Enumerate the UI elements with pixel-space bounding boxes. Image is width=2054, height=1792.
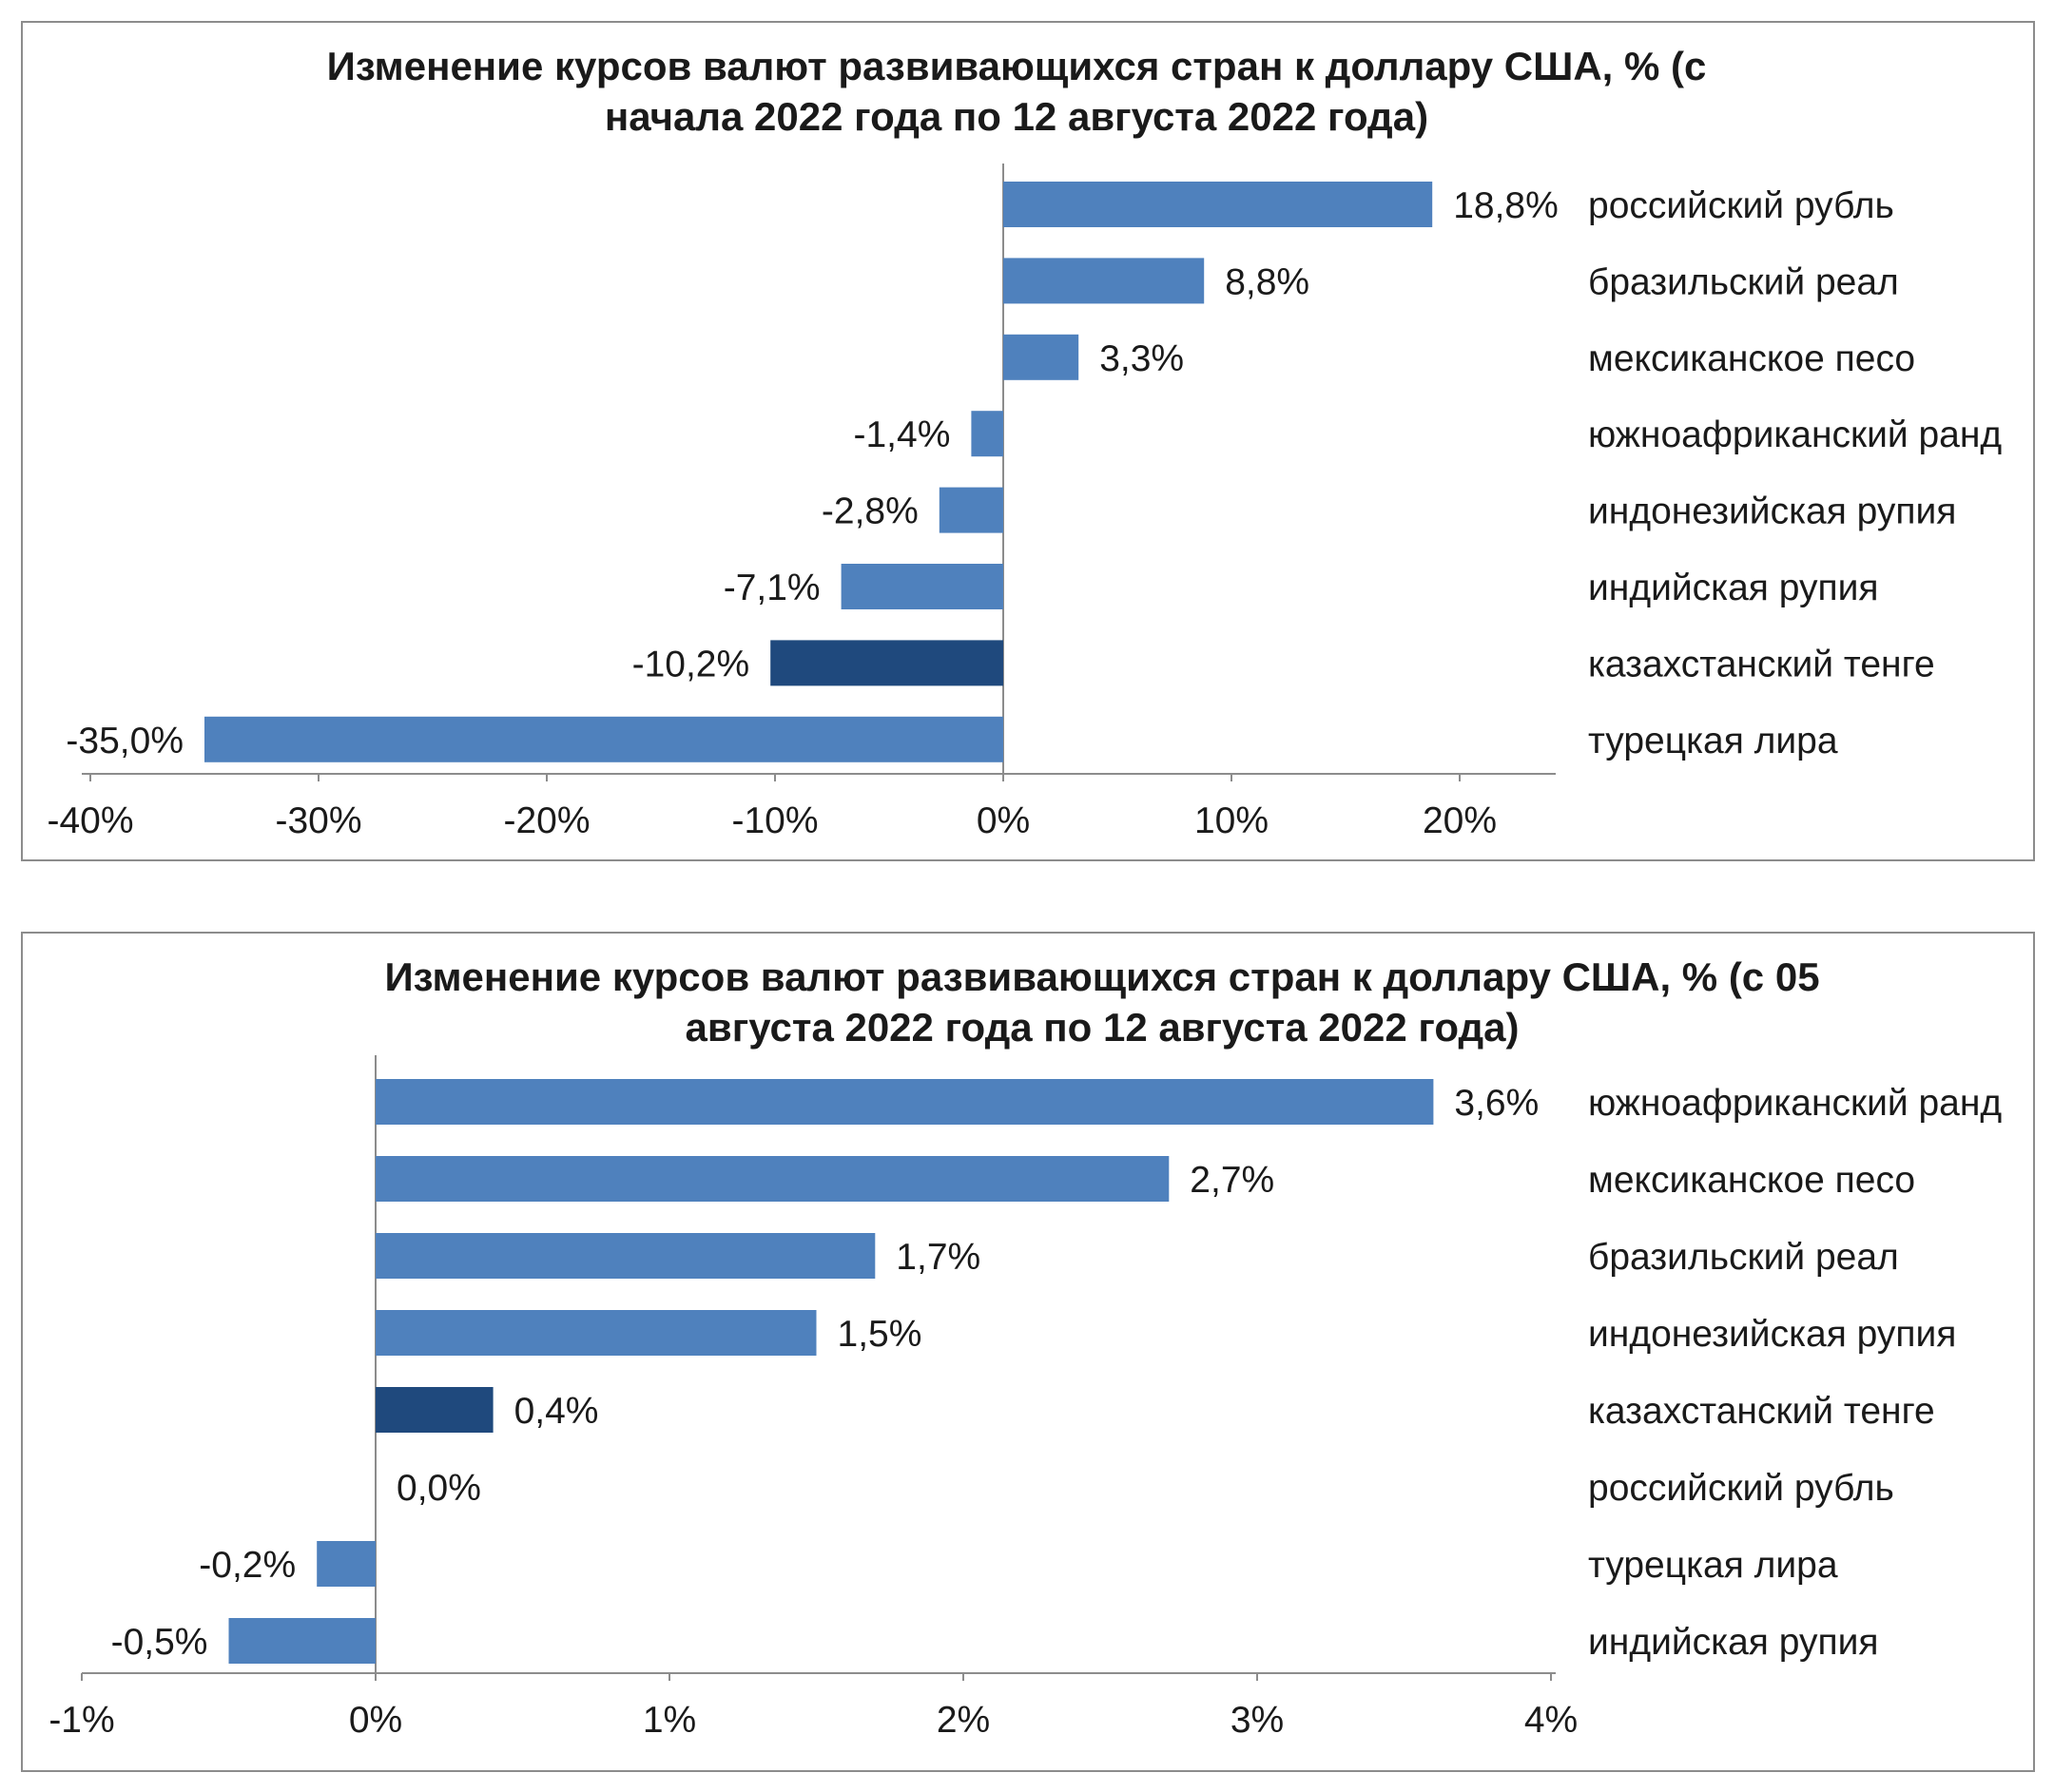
- x-tick-label: -30%: [275, 800, 361, 841]
- chart-title-line: Изменение курсов валют развивающихся стр…: [384, 954, 1819, 999]
- bar-value-label: -0,2%: [199, 1545, 296, 1586]
- x-tick-label: 3%: [1230, 1700, 1284, 1741]
- category-label: южноафриканский ранд: [1588, 414, 2002, 455]
- category-label: индонезийская рупия: [1588, 1314, 1956, 1355]
- chart-title-line: августа 2022 года по 12 августа 2022 год…: [686, 1005, 1520, 1050]
- bar-value-label: -7,1%: [724, 568, 821, 608]
- x-tick-label: 2%: [937, 1700, 990, 1741]
- category-label: мексиканское песо: [1588, 338, 1915, 379]
- category-label: казахстанский тенге: [1588, 644, 1935, 684]
- bar-value-label: 3,3%: [1099, 338, 1184, 379]
- category-label: казахстанский тенге: [1588, 1391, 1935, 1432]
- bar: [841, 564, 1003, 609]
- bar-value-label: 18,8%: [1453, 185, 1559, 226]
- bar: [317, 1541, 376, 1587]
- category-label: индонезийская рупия: [1588, 491, 1956, 532]
- x-tick-label: -40%: [47, 800, 133, 841]
- category-label: турецкая лира: [1588, 721, 1838, 761]
- bar-value-label: -0,5%: [111, 1622, 208, 1663]
- bar-value-label: 0,4%: [514, 1391, 599, 1432]
- bar-value-label: -1,4%: [854, 414, 951, 455]
- category-label: индийская рупия: [1588, 1622, 1879, 1663]
- x-tick-label: 0%: [349, 1700, 402, 1741]
- bar: [770, 640, 1003, 686]
- bar-value-label: 1,7%: [896, 1237, 980, 1278]
- x-tick-label: -1%: [48, 1700, 114, 1741]
- bar: [971, 411, 1003, 457]
- category-label: южноафриканский ранд: [1588, 1083, 2002, 1124]
- bar: [939, 487, 1003, 533]
- category-label: российский рубль: [1588, 1468, 1894, 1509]
- bar: [204, 716, 1003, 762]
- bar-value-label: -2,8%: [822, 491, 919, 532]
- bar: [1003, 182, 1433, 227]
- bar: [1003, 334, 1079, 380]
- bar: [376, 1310, 817, 1356]
- bar-value-label: -35,0%: [66, 721, 184, 761]
- bar: [228, 1618, 376, 1664]
- x-tick-label: 0%: [977, 800, 1030, 841]
- bar-value-label: 1,5%: [838, 1314, 922, 1355]
- bar-value-label: 2,7%: [1190, 1160, 1274, 1201]
- bar: [376, 1156, 1170, 1202]
- chart-weekly: Изменение курсов валют развивающихся стр…: [48, 954, 2002, 1741]
- chart-title-line: начала 2022 года по 12 августа 2022 года…: [605, 94, 1428, 139]
- bar: [376, 1233, 876, 1279]
- bar: [1003, 258, 1205, 304]
- bar: [376, 1387, 494, 1433]
- category-label: турецкая лира: [1588, 1545, 1838, 1586]
- x-tick-label: -10%: [731, 800, 818, 841]
- x-tick-label: 10%: [1194, 800, 1269, 841]
- x-tick-label: 20%: [1423, 800, 1497, 841]
- chart-title-line: Изменение курсов валют развивающихся стр…: [327, 44, 1707, 88]
- category-label: бразильский реал: [1588, 1237, 1899, 1278]
- chart-panel-ytd: Изменение курсов валют развивающихся стр…: [21, 21, 2035, 861]
- bar: [376, 1079, 1434, 1125]
- chart-panel-weekly: Изменение курсов валют развивающихся стр…: [21, 932, 2035, 1772]
- bar-value-label: 3,6%: [1454, 1083, 1539, 1124]
- bar-value-label: -10,2%: [632, 644, 750, 684]
- x-tick-label: -20%: [503, 800, 590, 841]
- category-label: российский рубль: [1588, 185, 1894, 226]
- x-tick-label: 1%: [643, 1700, 696, 1741]
- bar-value-label: 8,8%: [1225, 261, 1309, 302]
- x-tick-label: 4%: [1524, 1700, 1578, 1741]
- category-label: бразильский реал: [1588, 261, 1899, 302]
- category-label: индийская рупия: [1588, 568, 1879, 608]
- bar-value-label: 0,0%: [397, 1468, 481, 1509]
- chart-ytd: Изменение курсов валют развивающихся стр…: [47, 44, 2002, 841]
- category-label: мексиканское песо: [1588, 1160, 1915, 1201]
